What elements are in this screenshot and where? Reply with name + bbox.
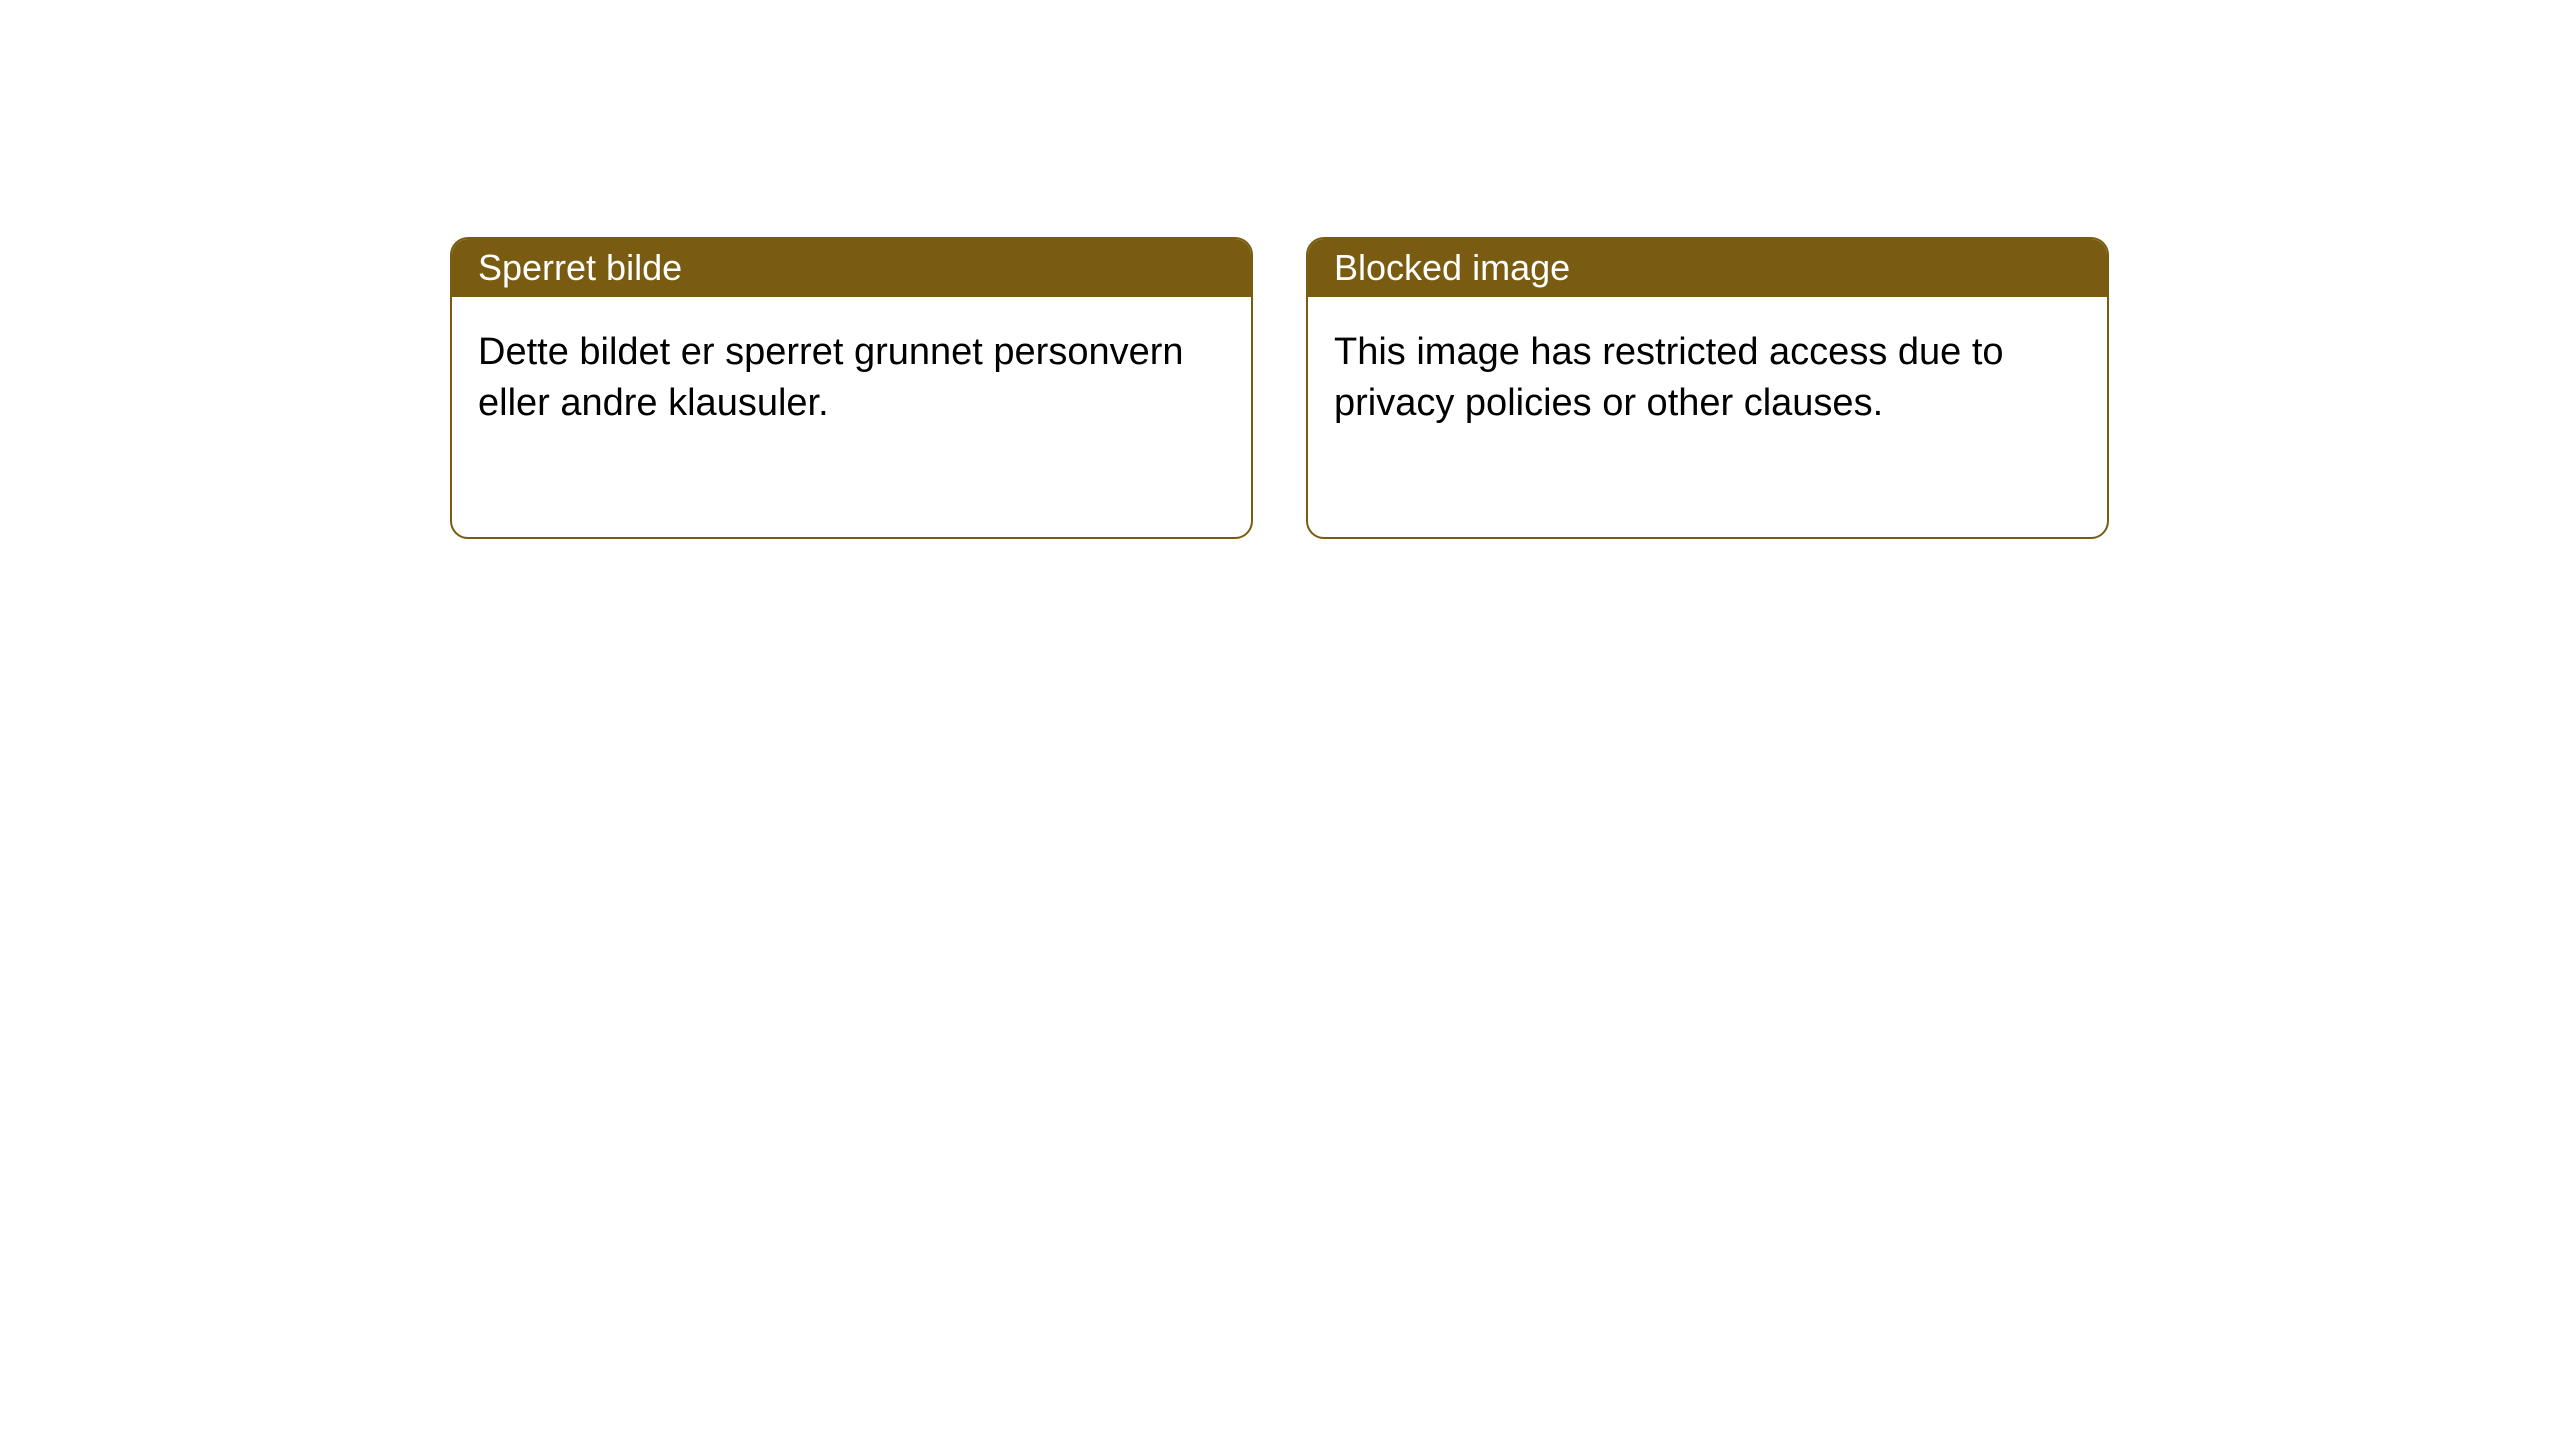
notice-card-english: Blocked image This image has restricted … (1306, 237, 2109, 539)
notice-cards-container: Sperret bilde Dette bildet er sperret gr… (450, 237, 2109, 539)
notice-body-english: This image has restricted access due to … (1308, 297, 2107, 537)
notice-header-norwegian: Sperret bilde (452, 239, 1251, 297)
notice-header-english: Blocked image (1308, 239, 2107, 297)
notice-card-norwegian: Sperret bilde Dette bildet er sperret gr… (450, 237, 1253, 539)
notice-body-norwegian: Dette bildet er sperret grunnet personve… (452, 297, 1251, 537)
